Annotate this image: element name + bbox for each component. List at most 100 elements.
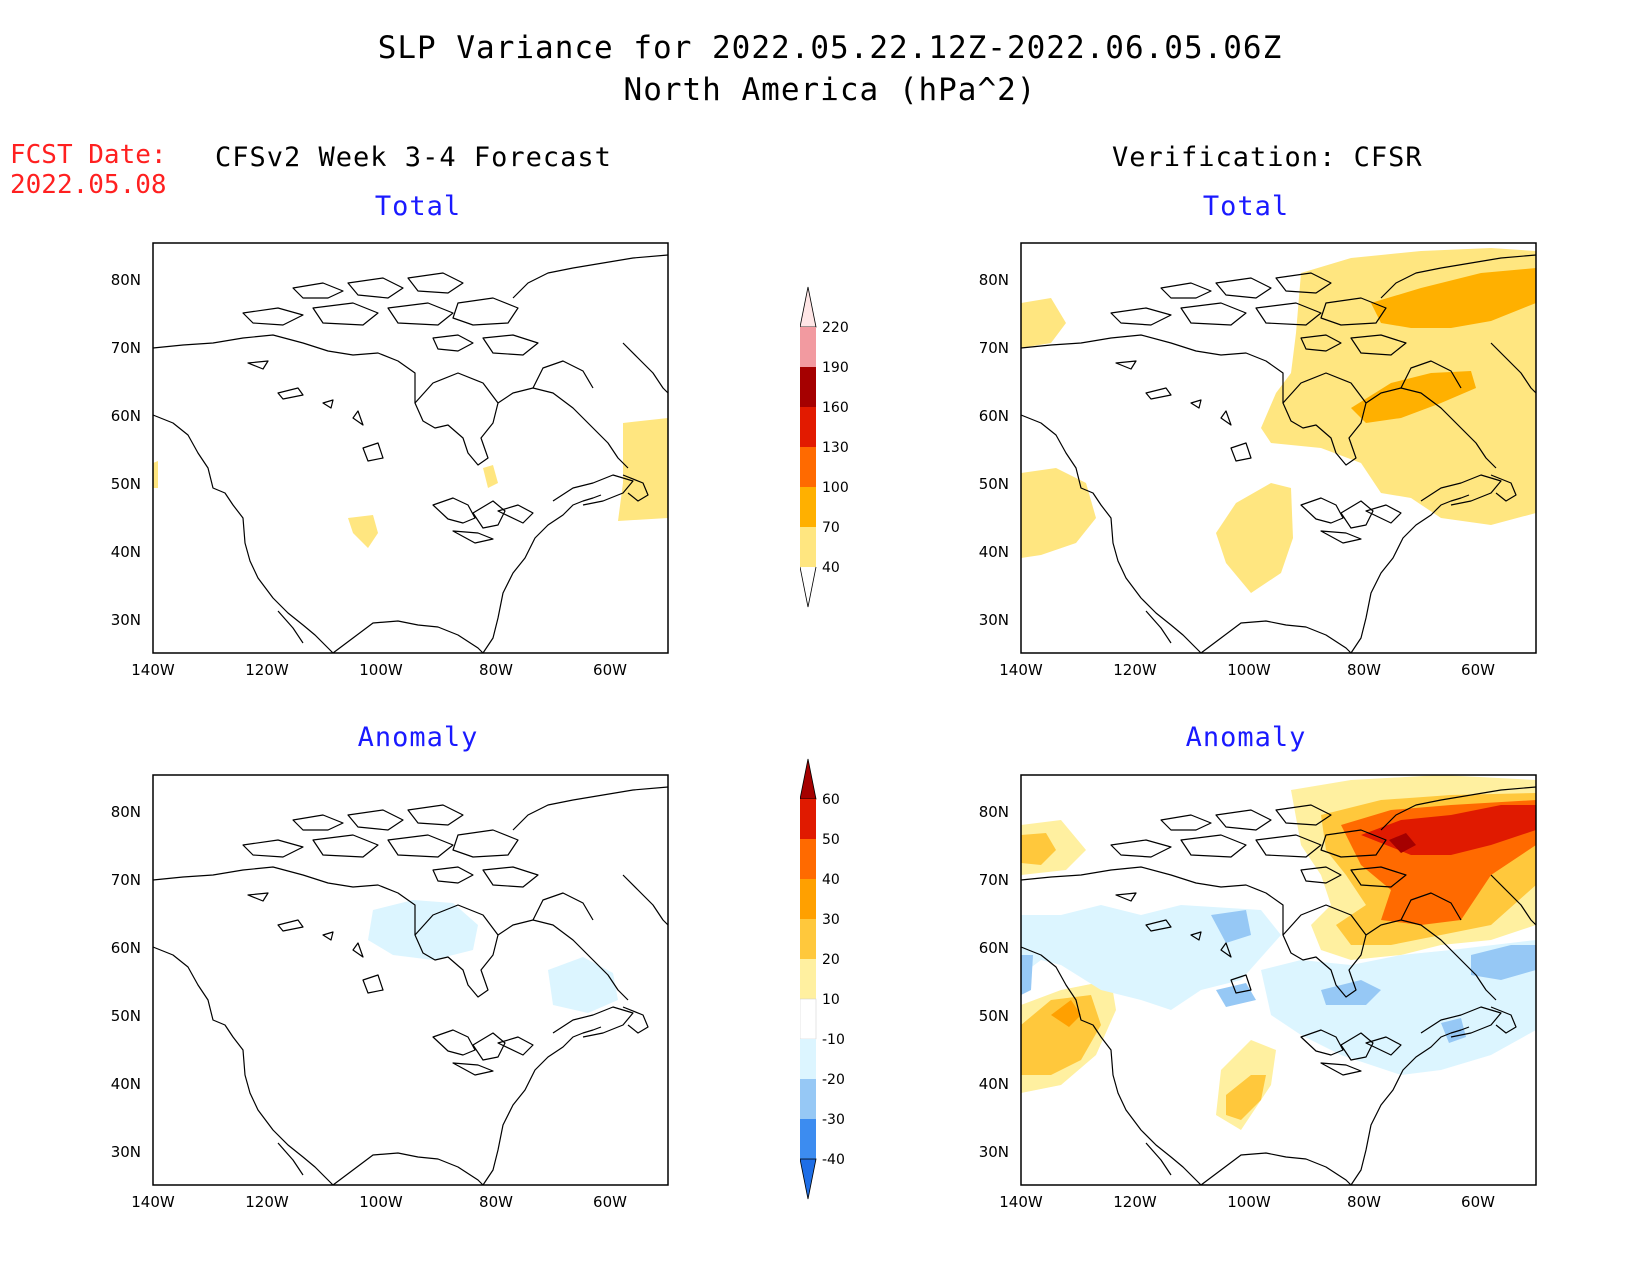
lat-label: 50N — [979, 475, 1009, 493]
colorbar-label: 60 — [822, 792, 840, 808]
shade-region — [1021, 468, 1096, 558]
colorbar-bottom-cap — [800, 1158, 817, 1200]
colorbar-label: 130 — [822, 440, 849, 456]
lon-label: 140W — [131, 661, 175, 679]
lat-label: 60N — [111, 939, 141, 957]
shade-region — [153, 461, 158, 488]
lon-label: 60W — [593, 661, 627, 679]
lat-label: 30N — [979, 1143, 1009, 1161]
colorbar-swatch — [800, 998, 817, 1040]
colorbar-swatch — [800, 1079, 816, 1119]
lon-label: 60W — [1461, 661, 1495, 679]
lon-label: 60W — [593, 1193, 627, 1211]
verification-total-map: 80N 70N 60N 50N 40N 30N 140W 120W 100W 8… — [979, 242, 1537, 679]
colorbar-label: 40 — [822, 560, 840, 576]
forecast-anomaly-shading — [368, 900, 618, 1013]
lon-label: 120W — [245, 1193, 289, 1211]
lat-label: 60N — [111, 407, 141, 425]
lon-axis: 140W 120W 100W 80W 60W — [131, 661, 627, 679]
lon-label: 140W — [999, 1193, 1043, 1211]
lat-label: 80N — [979, 803, 1009, 821]
lon-label: 80W — [1347, 1193, 1381, 1211]
colorbar-swatch — [800, 327, 816, 367]
fcst-date-value: 2022.05.08 — [10, 170, 167, 200]
shade-region — [1371, 268, 1536, 328]
colorbar-swatch — [800, 799, 816, 839]
shade-region — [368, 900, 478, 960]
colorbar-swatch — [800, 1119, 816, 1159]
forecast-total-title: Total — [374, 191, 462, 222]
colorbar-swatch — [800, 1039, 816, 1079]
lon-label: 140W — [131, 1193, 175, 1211]
lat-label: 80N — [111, 803, 141, 821]
shade-region — [1211, 910, 1251, 943]
verification-total-title: Total — [1202, 191, 1290, 222]
shade-region — [1021, 955, 1033, 995]
colorbar-top-cap — [800, 758, 817, 800]
lon-label: 100W — [1227, 1193, 1271, 1211]
lat-label: 30N — [111, 1143, 141, 1161]
total-colorbar: 40 70 100 130 160 190 220 — [800, 286, 849, 608]
lat-label: 40N — [979, 543, 1009, 561]
lat-label: 70N — [111, 339, 141, 357]
lon-label: 100W — [1227, 661, 1271, 679]
shade-region — [1441, 1018, 1466, 1043]
forecast-anomaly-title: Anomaly — [357, 722, 479, 753]
colorbar-label: 30 — [822, 912, 840, 928]
lat-axis: 80N 70N 60N 50N 40N 30N — [979, 803, 1009, 1161]
shade-region — [1216, 983, 1256, 1007]
colorbar-swatch — [800, 839, 816, 879]
colorbar-swatch — [800, 879, 816, 919]
fcst-date-label: FCST Date: — [10, 140, 167, 170]
colorbar-swatch — [800, 959, 816, 999]
lat-label: 70N — [979, 339, 1009, 357]
colorbar-label: 160 — [822, 400, 849, 416]
shade-region — [483, 465, 498, 488]
colorbar-swatch — [800, 407, 816, 447]
colorbar-swatch — [800, 487, 816, 527]
colorbar-label: 190 — [822, 360, 849, 376]
lat-label: 60N — [979, 939, 1009, 957]
shade-region — [348, 515, 378, 548]
lat-axis: 80N 70N 60N 50N 40N 30N — [979, 271, 1009, 629]
verification-anomaly-title: Anomaly — [1185, 722, 1307, 753]
lat-label: 50N — [979, 1007, 1009, 1025]
lat-label: 60N — [979, 407, 1009, 425]
lat-label: 50N — [111, 1007, 141, 1025]
lon-label: 80W — [1347, 661, 1381, 679]
colorbar-label: -40 — [822, 1152, 845, 1168]
lat-label: 40N — [979, 1075, 1009, 1093]
shade-region — [1261, 940, 1536, 1075]
colorbar-label: 50 — [822, 832, 840, 848]
colorbar-label: 220 — [822, 320, 849, 336]
verification-anomaly-shading — [1021, 775, 1536, 1130]
shade-region — [1216, 483, 1293, 593]
colorbar-swatch — [800, 527, 816, 567]
colorbar-label: -20 — [822, 1072, 845, 1088]
shade-region — [1021, 833, 1056, 865]
lat-label: 80N — [979, 271, 1009, 289]
lon-label: 140W — [999, 661, 1043, 679]
colorbar-swatch — [800, 367, 816, 407]
lon-axis: 140W 120W 100W 80W 60W — [999, 661, 1495, 679]
shade-region — [1471, 945, 1536, 980]
forecast-total-map: 80N 70N 60N 50N 40N 30N 140W 120W 100W 8… — [111, 242, 669, 679]
verification-column-title: Verification: CFSR — [1112, 142, 1423, 173]
colorbar-label: -30 — [822, 1112, 845, 1128]
lat-label: 80N — [111, 271, 141, 289]
forecast-anomaly-map: 80N 70N 60N 50N 40N 30N 140W 120W 100W 8… — [111, 774, 669, 1211]
shade-region — [1389, 833, 1416, 853]
lon-axis: 140W 120W 100W 80W 60W — [131, 1193, 627, 1211]
colorbar-label: -10 — [822, 1032, 845, 1048]
lon-label: 120W — [1113, 661, 1157, 679]
lat-label: 70N — [979, 871, 1009, 889]
lon-label: 120W — [1113, 1193, 1157, 1211]
colorbar-label: 100 — [822, 480, 849, 496]
colorbar-label: 10 — [822, 992, 840, 1008]
forecast-column-title: CFSv2 Week 3-4 Forecast — [215, 142, 612, 173]
lat-label: 50N — [111, 475, 141, 493]
shade-region — [1021, 298, 1066, 348]
lat-label: 70N — [111, 871, 141, 889]
shade-region — [1021, 905, 1281, 1010]
lat-axis: 80N 70N 60N 50N 40N 30N — [111, 271, 141, 629]
